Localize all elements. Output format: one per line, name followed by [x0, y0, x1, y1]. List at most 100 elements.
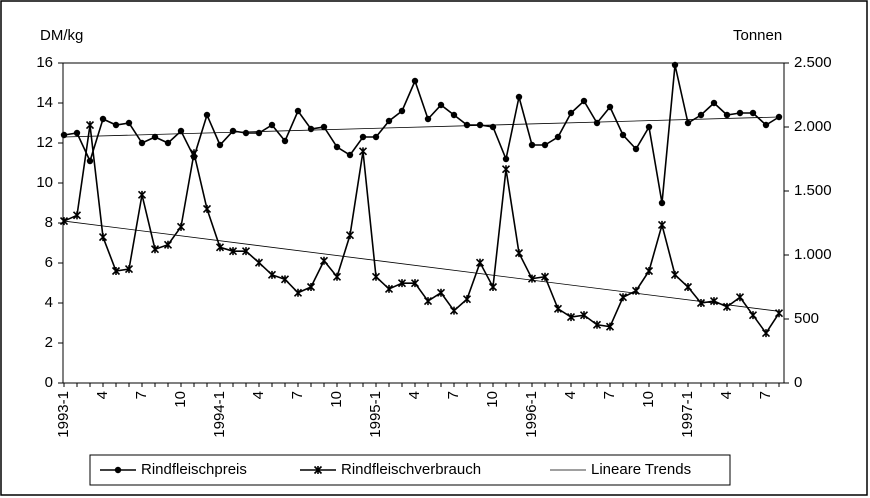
x-tick-label: 1994-1	[211, 391, 228, 438]
x-tick-label: 7	[757, 391, 774, 399]
point	[332, 272, 342, 281]
legend-label: Rindfleischverbrauch	[341, 461, 481, 478]
point	[749, 109, 757, 117]
point	[255, 129, 263, 137]
point	[306, 282, 316, 292]
point	[645, 123, 653, 131]
point	[333, 143, 341, 151]
point	[359, 133, 367, 141]
series-line	[63, 64, 780, 204]
point	[436, 288, 446, 297]
x-tick-label: 1996-1	[523, 391, 540, 438]
point	[554, 133, 562, 141]
point	[710, 99, 718, 107]
y2-tick-label: 2.500	[794, 54, 832, 71]
point	[345, 231, 355, 240]
point	[580, 97, 588, 105]
y-tick-label: 0	[45, 374, 53, 391]
y2-tick-label: 2.000	[794, 118, 832, 135]
legend-label: Lineare Trends	[591, 461, 691, 478]
point	[203, 111, 211, 119]
point	[125, 119, 133, 127]
point	[410, 279, 420, 288]
point	[371, 272, 381, 281]
point	[657, 220, 667, 229]
point	[280, 275, 290, 284]
point	[346, 151, 354, 159]
y-tick-label: 4	[45, 294, 53, 311]
point	[137, 190, 147, 199]
point	[696, 298, 706, 308]
point	[150, 245, 160, 254]
y-tick-label: 14	[36, 94, 53, 111]
x-tick-label: 10	[172, 391, 189, 408]
x-tick-label: 4	[406, 391, 423, 399]
point	[384, 284, 394, 293]
legend-box	[89, 454, 731, 486]
point	[566, 313, 576, 322]
point	[112, 121, 120, 129]
x-tick-label: 4	[94, 391, 111, 399]
point	[761, 329, 771, 338]
point	[735, 293, 745, 302]
trend-line	[63, 220, 780, 312]
point	[450, 111, 458, 119]
point	[632, 145, 640, 153]
x-tick-label: 4	[250, 391, 267, 399]
point	[723, 111, 731, 119]
x-tick-label: 4	[562, 391, 579, 399]
point	[514, 249, 524, 258]
point	[397, 279, 407, 288]
x-tick-label: 1993-1	[55, 391, 72, 438]
point	[528, 141, 536, 149]
point	[241, 247, 251, 256]
series-line	[63, 124, 780, 335]
point	[358, 147, 368, 156]
point	[736, 109, 744, 117]
y-tick-label: 16	[36, 54, 53, 71]
point	[501, 165, 511, 174]
point	[164, 139, 172, 147]
y-axis-title: DM/kg	[40, 27, 83, 44]
point	[176, 222, 186, 231]
point	[475, 258, 485, 267]
point	[658, 199, 666, 207]
point	[579, 311, 589, 320]
point	[215, 243, 225, 252]
point	[593, 119, 601, 127]
point	[618, 293, 628, 302]
x-tick-label: 1997-1	[679, 391, 696, 438]
x-tick-label: 7	[445, 391, 462, 399]
point	[138, 139, 146, 147]
point	[202, 204, 212, 213]
point	[762, 121, 770, 129]
point	[98, 233, 108, 242]
point	[423, 297, 433, 306]
point	[72, 211, 82, 220]
point	[592, 320, 602, 329]
x-tick-label: 1995-1	[367, 391, 384, 438]
point	[216, 141, 224, 149]
y2-tick-label: 1.000	[794, 246, 832, 263]
legend-label: Rindfleischpreis	[141, 461, 247, 478]
point	[605, 322, 615, 331]
point	[606, 103, 614, 111]
x-tick-label: 10	[484, 391, 501, 408]
legend-marker	[313, 465, 323, 475]
y2-tick-label: 500	[794, 310, 819, 327]
point	[488, 282, 498, 292]
point	[86, 157, 94, 165]
point	[541, 141, 549, 149]
point	[462, 295, 472, 304]
point	[307, 125, 315, 133]
x-tick-label: 10	[328, 391, 345, 408]
point	[320, 123, 328, 131]
point	[437, 101, 445, 109]
y-tick-label: 6	[45, 254, 53, 271]
point	[294, 107, 302, 115]
point	[228, 247, 238, 256]
x-tick-label: 7	[601, 391, 618, 399]
point	[85, 121, 95, 130]
